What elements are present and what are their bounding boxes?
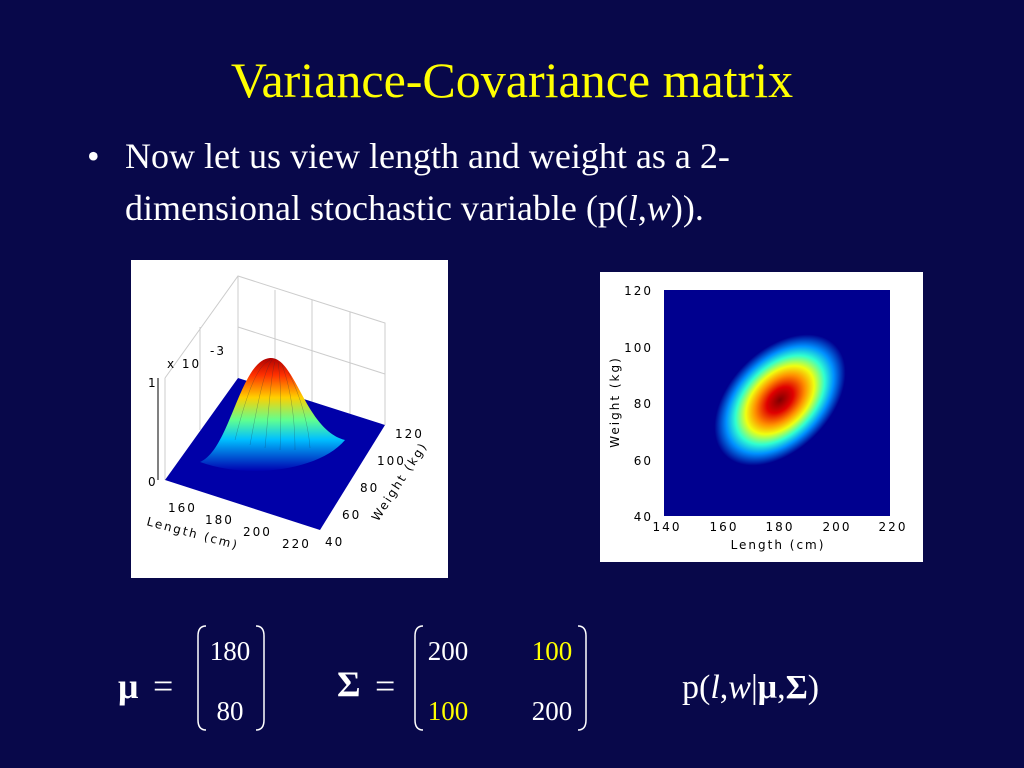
matrix-entry: 200 xyxy=(532,696,573,726)
bullet-line: dimensional stochastic variable (p(l,w))… xyxy=(125,188,704,228)
text: , xyxy=(720,669,729,706)
surface-plot: x 10 -3 0 1 160 180 200 220 Length (cm) … xyxy=(131,260,448,578)
x-tick-label: 200 xyxy=(243,525,272,539)
text: l xyxy=(628,188,638,228)
text: , xyxy=(777,669,786,706)
x-tick-label: 220 xyxy=(282,537,311,551)
text: )). xyxy=(671,188,704,228)
heatmap: 40 60 80 100 120 140 160 180 200 220 Len… xyxy=(600,272,923,562)
y-tick-label: 80 xyxy=(634,397,653,411)
mean-symbol: μ xyxy=(118,666,138,706)
bracket xyxy=(414,625,587,731)
x-tick-label: 220 xyxy=(879,520,908,534)
text: , xyxy=(638,188,647,228)
gaussian-surface xyxy=(200,357,345,471)
matrix-entry: 80 xyxy=(217,696,244,726)
covariance-symbol: Σ xyxy=(337,664,361,704)
y-axis-label: Weight (kg) xyxy=(608,356,622,448)
z-exponent: -3 xyxy=(210,344,226,358)
z-scale: x 10 xyxy=(167,357,201,371)
bracket xyxy=(197,625,265,731)
matrix-entry: 100 xyxy=(428,696,469,726)
bullet-mark: • xyxy=(87,136,100,176)
z-tick-label: 1 xyxy=(148,376,158,390)
x-axis-label: Length (cm) xyxy=(731,538,826,552)
y-tick-label: 120 xyxy=(395,427,424,441)
box-grid xyxy=(164,275,386,480)
text: Σ xyxy=(786,669,808,706)
text: | xyxy=(751,669,758,706)
matrix-entry: 180 xyxy=(210,636,251,666)
z-tick-label: 0 xyxy=(148,475,158,489)
density-notation: p(l,w|μ,Σ) xyxy=(682,669,819,706)
text: ) xyxy=(808,669,819,706)
y-tick-label: 100 xyxy=(624,341,653,355)
y-tick-label: 60 xyxy=(634,454,653,468)
x-tick-label: 140 xyxy=(653,520,682,534)
equals: = xyxy=(153,666,173,706)
x-tick-label: 160 xyxy=(710,520,739,534)
title: Variance-Covariance matrix xyxy=(231,52,793,108)
text: w xyxy=(728,669,751,706)
matrix-entry: 200 xyxy=(428,636,469,666)
x-tick-label: 180 xyxy=(205,513,234,527)
y-tick-label: 40 xyxy=(634,510,653,524)
x-tick-label: 180 xyxy=(766,520,795,534)
y-tick-label: 100 xyxy=(377,454,406,468)
equals: = xyxy=(375,666,395,706)
y-tick-label: 60 xyxy=(342,508,361,522)
x-tick-label: 200 xyxy=(823,520,852,534)
y-tick-label: 40 xyxy=(325,535,344,549)
bullet-line: Now let us view length and weight as a 2… xyxy=(125,136,730,176)
text: w xyxy=(647,188,671,228)
y-tick-label: 120 xyxy=(624,284,653,298)
text: dimensional stochastic variable (p( xyxy=(125,188,628,228)
y-tick-label: 80 xyxy=(360,481,379,495)
surface-mesh xyxy=(234,359,311,451)
text: μ xyxy=(758,669,777,706)
density-blob xyxy=(714,334,846,466)
text: l xyxy=(710,669,719,706)
text: p( xyxy=(682,669,710,706)
matrix-entry: 100 xyxy=(532,636,573,666)
x-tick-label: 160 xyxy=(168,501,197,515)
